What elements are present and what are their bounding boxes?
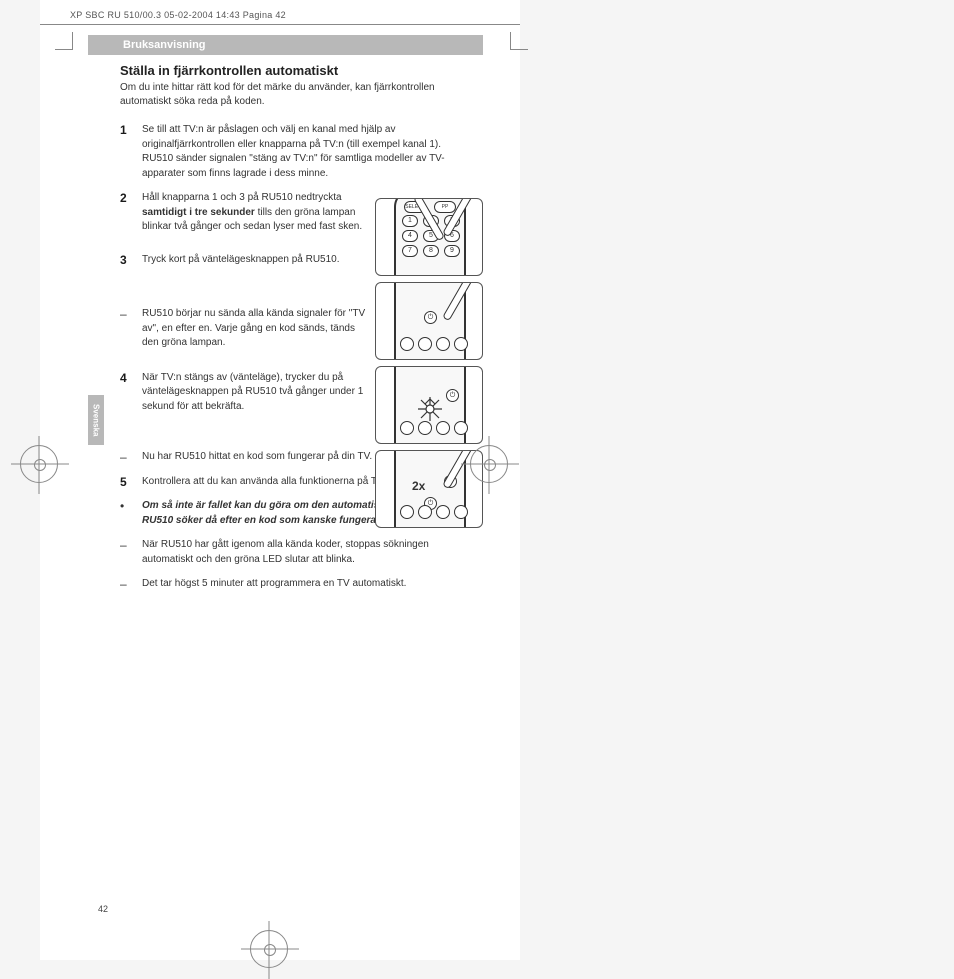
key-9: 9 [444,245,460,257]
row-btn [436,337,450,351]
registration-mark-icon [20,445,58,483]
crop-mark [55,32,73,50]
diagram-standby: ⏻ [375,282,483,360]
row-btn [418,505,432,519]
language-tab: Svenska [88,395,104,445]
row-btn [454,337,468,351]
text-bold: samtidigt i tre sekunder [142,207,255,218]
step-dash-3: – När RU510 har gått igenom alla kända k… [120,538,460,567]
step-number: 2 [120,191,142,235]
section-heading: Bruksanvisning [88,35,483,55]
row-btn [436,421,450,435]
row-btn [400,505,414,519]
row-btn [454,421,468,435]
key-1: 1 [402,215,418,227]
diagram-keypad: SELECT PP 1 2 3 4 5 6 7 8 9 [375,198,483,276]
key-8: 8 [423,245,439,257]
step-1: 1 Se till att TV:n är påslagen och välj … [120,123,460,181]
manual-page: XP SBC RU 510/00.3 05-02-2004 14:43 Pagi… [40,0,520,960]
step-body: Se till att TV:n är påslagen och välj en… [142,123,460,181]
page-number: 42 [98,904,108,914]
starburst-icon [418,397,442,421]
diagram-2x: 2x ⏻ ⏻ [375,450,483,528]
bottom-row-icon [400,505,468,519]
page-title: Ställa in fjärrkontrollen automatiskt [120,63,460,78]
dash-marker: – [120,307,142,351]
row-btn [436,505,450,519]
bullet-marker: • [120,499,142,528]
bottom-row-icon [400,337,468,351]
step-number: 4 [120,371,142,415]
row-btn [400,421,414,435]
step-dash-4: – Det tar högst 5 minuter att programmer… [120,577,460,592]
step-body: RU510 börjar nu sända alla kända signale… [142,307,372,351]
label-2x: 2x [412,479,425,493]
row-btn [454,505,468,519]
print-header: XP SBC RU 510/00.3 05-02-2004 14:43 Pagi… [40,10,520,25]
step-number: 5 [120,475,142,490]
dash-marker: – [120,538,142,567]
dash-marker: – [120,450,142,465]
row-btn [400,337,414,351]
crop-mark [510,32,528,50]
step-body: När RU510 har gått igenom alla kända kod… [142,538,460,567]
key-4: 4 [402,230,418,242]
intro-text: Om du inte hittar rätt kod för det märke… [120,81,460,109]
dash-marker: – [120,577,142,592]
diagram-signal: ⏻ [375,366,483,444]
text: Håll knapparna 1 och 3 på RU510 nedtryck… [142,192,342,203]
row-btn [418,337,432,351]
step-number: 1 [120,123,142,181]
step-body: Håll knapparna 1 och 3 på RU510 nedtryck… [142,191,372,235]
row-btn [418,421,432,435]
step-body: Det tar högst 5 minuter att programmera … [142,577,460,592]
step-body: Tryck kort på väntelägesknappen på RU510… [142,253,372,268]
standby-button-icon: ⏻ [424,311,437,324]
step-number: 3 [120,253,142,268]
bottom-row-icon [400,421,468,435]
pp-button-icon: PP [434,201,456,213]
standby-button-icon: ⏻ [446,389,459,402]
step-body: När TV:n stängs av (vänteläge), trycker … [142,371,372,415]
registration-mark-icon [470,445,508,483]
key-7: 7 [402,245,418,257]
registration-mark-icon [250,930,288,968]
